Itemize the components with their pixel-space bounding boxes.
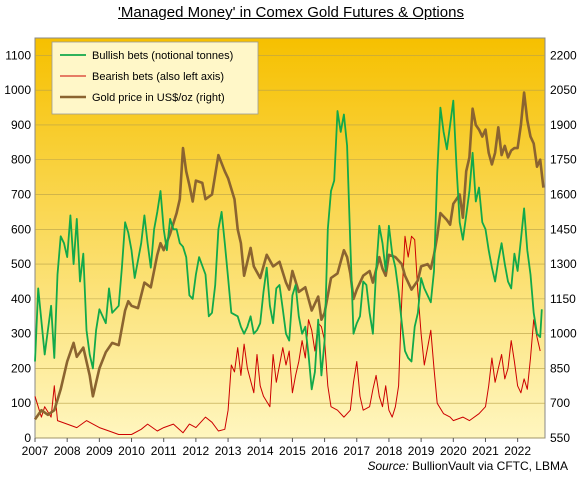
y-right-tick-label: 1750 (550, 153, 577, 167)
y-left-tick-label: 200 (11, 361, 31, 375)
y-left-tick-label: 900 (11, 118, 31, 132)
x-tick-label: 2021 (472, 444, 499, 458)
series-line-3 (33, 91, 545, 421)
series-layer (33, 91, 545, 435)
chart-title: 'Managed Money' in Comex Gold Futures & … (118, 4, 464, 21)
x-tick-label: 2011 (151, 444, 177, 458)
x-tick-label: 2014 (247, 444, 274, 458)
y-right-tick-label: 850 (550, 361, 570, 375)
x-tick-label: 2008 (54, 444, 81, 458)
y-left-tick-label: 1000 (4, 83, 31, 97)
y-left-tick-label: 700 (11, 188, 31, 202)
legend-box (51, 41, 259, 115)
y-left-tick-label: 1100 (5, 48, 31, 62)
y-left-tick-label: 300 (11, 327, 31, 341)
x-tick-label: 2016 (311, 444, 338, 458)
y-right-tick-label: 1900 (550, 118, 577, 132)
y-right-tick-label: 1150 (550, 292, 576, 306)
source-text: BullionVault via CFTC, LBMA (412, 459, 568, 473)
y-right-tick-label: 2050 (550, 83, 577, 97)
legend: Bullish bets (notional tonnes) Bearish be… (51, 41, 259, 115)
x-tick-label: 2013 (215, 444, 242, 458)
y-left-tick-label: 800 (11, 153, 31, 167)
legend-label-1: Bullish bets (notional tonnes) (92, 50, 233, 62)
left-axis-ticks: 0 100 200 300 400 500 600 700 800 900 1000 1100 (4, 48, 31, 445)
x-tick-label: 2019 (408, 444, 435, 458)
x-tick-label: 2007 (22, 444, 49, 458)
y-left-tick-label: 600 (11, 222, 31, 236)
series-line-1 (34, 99, 543, 391)
x-tick-label: 2017 (343, 444, 370, 458)
x-axis-ticks: 2007 2008 2009 2010 2011 2012 2013 2014 2015 2016… (22, 438, 531, 458)
y-left-tick-label: 500 (11, 257, 31, 271)
y-right-tick-label: 550 (550, 431, 570, 445)
x-tick-label: 2022 (504, 444, 531, 458)
y-right-tick-label: 1000 (550, 327, 577, 341)
series-line-2 (34, 235, 541, 435)
legend-label-2: Bearish bets (also left axis) (92, 71, 224, 83)
y-right-tick-label: 2200 (550, 48, 577, 62)
y-right-tick-label: 1450 (550, 222, 577, 236)
y-right-tick-label: 700 (550, 396, 570, 410)
x-tick-label: 2015 (279, 444, 306, 458)
source-label: Source: (367, 459, 409, 473)
y-left-tick-label: 0 (24, 431, 31, 445)
x-tick-label: 2012 (183, 444, 210, 458)
y-right-tick-label: 1600 (550, 188, 577, 202)
right-axis-ticks: 550 700 850 1000 1150 1300 1450 1600 1750 1900 205… (550, 48, 577, 445)
x-tick-label: 2018 (376, 444, 403, 458)
y-left-tick-label: 400 (11, 292, 31, 306)
source-note: Source: BullionVault via CFTC, LBMA (367, 459, 568, 473)
y-right-tick-label: 1300 (550, 257, 577, 271)
y-left-tick-label: 100 (11, 396, 31, 410)
x-tick-label: 2010 (118, 444, 145, 458)
legend-label-3: Gold price in US$/oz (right) (92, 92, 225, 104)
x-tick-label: 2020 (440, 444, 467, 458)
x-tick-label: 2009 (86, 444, 113, 458)
